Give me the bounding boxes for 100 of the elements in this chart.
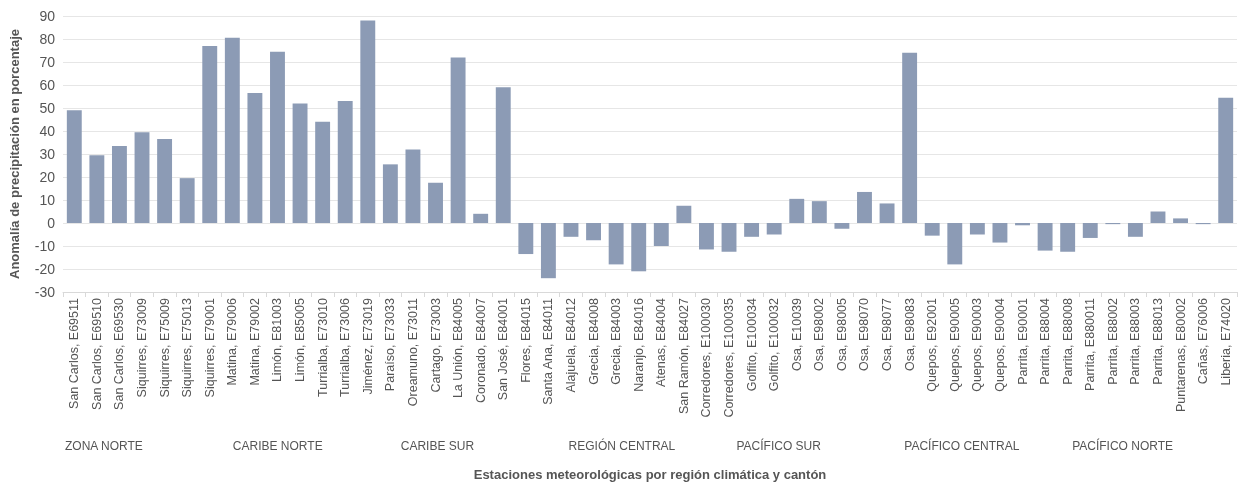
x-tick-label: Osa, E98005 <box>834 297 849 371</box>
bar <box>111 145 127 223</box>
bar <box>631 223 647 272</box>
x-tick-label: Cartago, E73003 <box>428 297 443 393</box>
bar <box>247 93 263 223</box>
bar <box>969 223 985 235</box>
x-tick-label: Quepos, E90005 <box>947 297 962 392</box>
x-tick-label: Quepos, E90003 <box>970 297 985 392</box>
bar <box>202 45 218 223</box>
bar <box>834 223 850 229</box>
bar <box>89 155 105 223</box>
bar <box>495 87 511 223</box>
bar <box>292 103 308 223</box>
bar <box>540 223 556 279</box>
x-tick-label: Osa, E98002 <box>812 297 827 371</box>
bar <box>586 223 602 241</box>
x-tick-label: Cañas, E76006 <box>1196 297 1211 385</box>
x-tick-label: Puntarenas, E80002 <box>1173 297 1188 412</box>
text: ZONA NORTE <box>65 438 143 453</box>
bar <box>405 149 421 223</box>
bar <box>811 201 827 223</box>
bar <box>473 213 489 223</box>
bar <box>157 139 173 223</box>
bar <box>1173 218 1189 223</box>
x-tick-label: Golfito, E100034 <box>744 297 759 392</box>
x-tick-label: Paraíso, E73033 <box>383 297 398 392</box>
bar <box>721 223 737 252</box>
bar <box>563 223 579 237</box>
x-tick-label: Matina, E79002 <box>247 297 262 386</box>
bar <box>789 198 805 223</box>
y-tick-label: -20 <box>34 261 56 277</box>
x-tick-label: Parrita, E88013 <box>1150 297 1165 385</box>
x-tick-label: Limón, E85005 <box>293 297 308 383</box>
bar <box>270 51 285 223</box>
x-tick-label: San José, E84001 <box>496 297 511 401</box>
bar <box>450 57 466 223</box>
x-tick-label: Parrita, E88002 <box>1105 297 1120 385</box>
x-tick-label: San Carlos, E69530 <box>112 297 127 410</box>
x-tick-label: Limón, E81003 <box>270 297 285 383</box>
bar <box>857 191 872 223</box>
y-tick-label: 60 <box>39 77 56 93</box>
x-tick-label: Turrialba, E73010 <box>315 297 330 397</box>
y-axis-title: Anomalía de precipitación en porcentaje <box>7 29 22 279</box>
x-tick-label: Osa, E98077 <box>880 297 895 371</box>
bar <box>382 164 398 223</box>
bar <box>902 52 918 223</box>
x-tick-label: Parrita, E88003 <box>1128 297 1143 385</box>
x-tick-label: San Carlos, E69510 <box>89 297 104 410</box>
x-tick-label: Corredores, E100030 <box>699 297 714 418</box>
bar <box>766 223 782 235</box>
x-tick-label: Siquirres, E75013 <box>180 297 195 398</box>
y-tick-label: 20 <box>39 169 56 185</box>
y-tick-label: 80 <box>39 31 56 47</box>
x-tick-label: Turrialba, E73006 <box>338 297 353 397</box>
x-tick-label: Naranjo, E84016 <box>631 297 646 392</box>
y-tick-label: 30 <box>39 146 56 162</box>
bar <box>1218 97 1234 223</box>
x-tick-label: San Carlos, E69511 <box>67 297 82 409</box>
x-tick-label: Atenas, E84004 <box>654 297 669 387</box>
text: REGIÓN CENTRAL <box>568 437 676 453</box>
y-tick-label: 40 <box>39 123 56 139</box>
y-tick-label: 50 <box>39 100 56 116</box>
bar <box>676 205 692 223</box>
bar <box>744 223 760 237</box>
x-tick-label: Grecia, E84008 <box>586 297 601 385</box>
bar <box>924 223 940 236</box>
text: PACÍFICO NORTE <box>1072 437 1174 453</box>
bar <box>224 37 240 223</box>
x-tick-label: Alajuela, E84012 <box>563 297 578 393</box>
x-tick-label: Parrita, E90001 <box>1015 297 1030 385</box>
x-tick-label: Corredores, E100035 <box>722 297 737 418</box>
x-tick-label: Jiménez, E73019 <box>360 297 375 395</box>
x-tick-label: Grecia, E84003 <box>609 297 624 385</box>
x-tick-label: Osa, E98070 <box>857 297 872 371</box>
text: CARIBE SUR <box>400 438 475 453</box>
x-tick-label: Santa Ana, E84011 <box>541 297 556 405</box>
x-axis-title: Estaciones meteorológicas por región climática y cantón <box>473 467 827 482</box>
y-tick-label: 90 <box>39 8 56 24</box>
bar <box>879 203 895 223</box>
x-tick-label: Coronado, E84007 <box>473 297 488 403</box>
x-tick-label: Siquirres, E75009 <box>157 297 172 398</box>
bar <box>947 223 963 265</box>
x-tick-label: Flores, E84015 <box>518 297 533 383</box>
x-tick-label: Osa, E98083 <box>902 297 917 371</box>
x-tick-label: Quepos, E92001 <box>925 297 940 392</box>
x-tick-label: Siquirres, E79001 <box>202 297 217 398</box>
x-tick-label: Osa, E10039 <box>789 297 804 371</box>
bar <box>66 110 82 223</box>
bar <box>1060 223 1076 252</box>
x-tick-label: Parrita, E88004 <box>1038 297 1053 385</box>
bar <box>1150 211 1166 223</box>
x-tick-label: Parrita, E88008 <box>1060 297 1075 385</box>
bar <box>1082 223 1098 238</box>
x-tick-label: Siquirres, E73009 <box>135 297 150 398</box>
x-tick-label: Parrita, E880011 <box>1083 297 1098 391</box>
x-tick-label: Oreamuno, E73011 <box>405 297 420 407</box>
bar <box>518 223 534 255</box>
x-tick-label: Quepos, E90004 <box>992 297 1007 392</box>
y-tick-label: 70 <box>39 54 56 70</box>
y-tick-label: -30 <box>34 284 56 300</box>
